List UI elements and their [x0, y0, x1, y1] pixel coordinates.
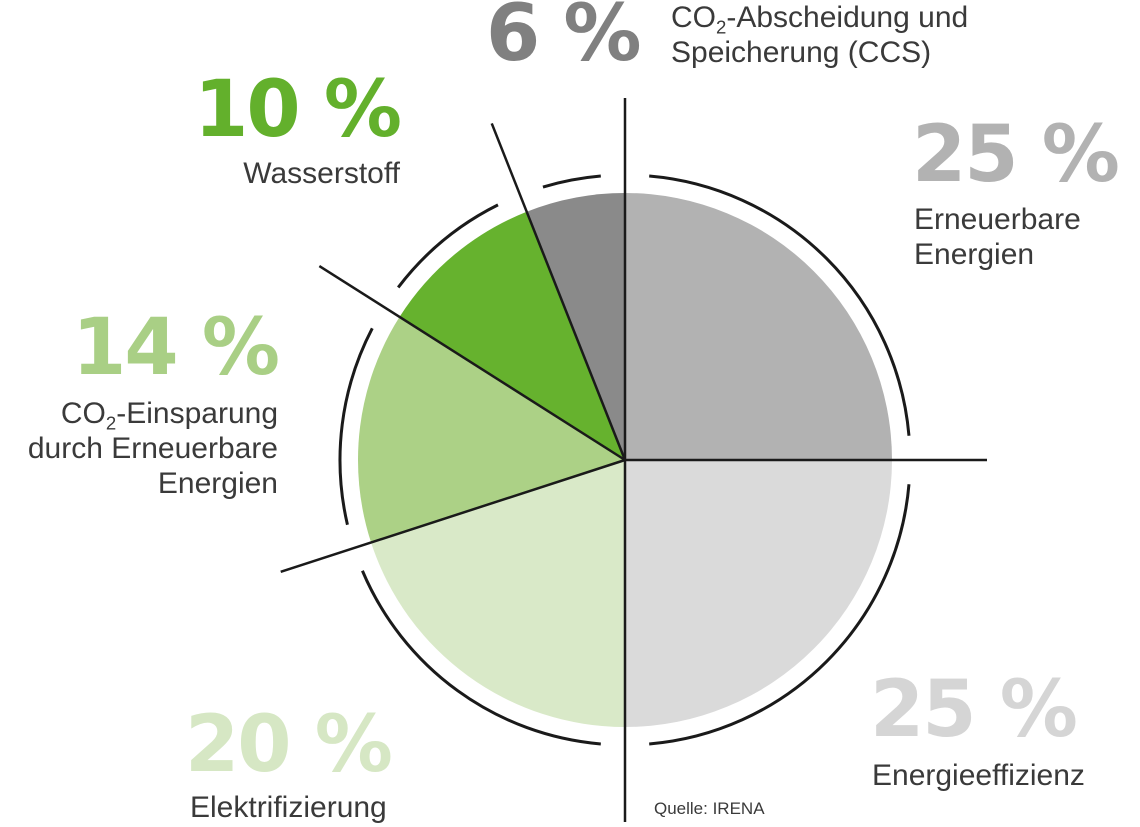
pie-slice-1: [625, 460, 892, 727]
label-line-hydrogen-1: Wasserstoff: [243, 157, 400, 190]
ccs-suffix: -Abscheidung und: [726, 1, 969, 34]
slice-label-electrification: Elektrifizierung: [190, 790, 387, 825]
pie-slice-2: [371, 460, 625, 727]
pie-slice-4: [399, 211, 625, 460]
co2-savings-suffix: -Einsparung: [116, 397, 278, 430]
label-line-co2-savings-1: CO2-Einsparung: [28, 396, 278, 434]
pct-label-renewables: 25 %: [912, 110, 1120, 200]
co2-subscript: 2: [105, 412, 117, 434]
slice-label-efficiency: Energieeffizienz: [872, 758, 1085, 793]
outer-arc-2: [361, 570, 601, 746]
divider-line-3: [280, 458, 626, 574]
pie-slice-3: [357, 316, 625, 543]
outer-arc-4: [397, 203, 499, 289]
outer-arc-1: [649, 484, 911, 746]
outer-arc-5: [542, 174, 601, 189]
co2-prefix: CO: [60, 397, 106, 430]
label-line-renewables-1: Erneuerbare: [914, 203, 1081, 236]
co2-prefix-ccs: CO: [671, 1, 716, 34]
outer-arc-0: [649, 174, 911, 436]
label-line-electrification-1: Elektrifizierung: [190, 791, 387, 824]
source-note: Quelle: IRENA: [654, 799, 765, 818]
co2-subscript-ccs: 2: [716, 16, 727, 38]
slice-label-hydrogen: Wasserstoff: [243, 156, 400, 191]
label-line-co2-savings-3: Energien: [157, 467, 278, 500]
divider-line-5: [490, 122, 627, 461]
pct-label-ccs: 6 %: [486, 0, 642, 79]
label-line-renewables-2: Energien: [914, 238, 1035, 271]
pie-slice-5: [526, 193, 625, 460]
label-line-ccs-2: Speicherung (CCS): [671, 36, 932, 69]
pie-slice-0: [625, 193, 892, 460]
slice-label-co2-savings: CO2-Einsparung durch Erneuerbare Energie…: [28, 396, 278, 501]
slice-label-renewables: Erneuerbare Energien: [914, 202, 1081, 272]
outer-arc-3: [338, 327, 374, 526]
slice-label-ccs: CO2-Abscheidung und Speicherung (CCS): [671, 0, 968, 70]
pct-label-electrification: 20 %: [185, 700, 393, 790]
label-line-efficiency-1: Energieeffizienz: [872, 759, 1085, 792]
divider-line-4: [318, 264, 626, 462]
pct-label-co2-savings: 14 %: [72, 303, 280, 393]
pct-label-hydrogen: 10 %: [194, 65, 402, 155]
pct-label-efficiency: 25 %: [870, 665, 1078, 755]
label-line-ccs-1: CO2-Abscheidung und: [671, 0, 969, 38]
label-line-co2-savings-2: durch Erneuerbare: [27, 432, 278, 465]
